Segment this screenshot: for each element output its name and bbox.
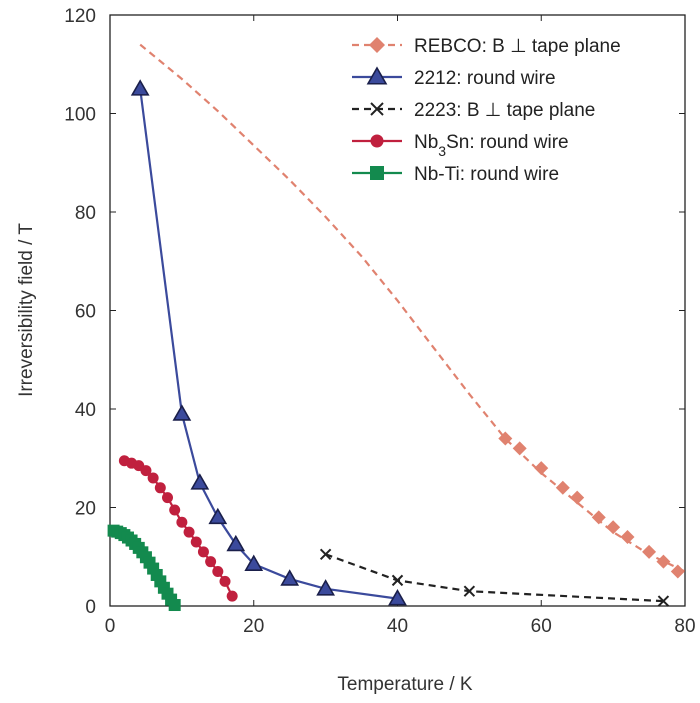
series-0 bbox=[139, 43, 686, 579]
data-point bbox=[606, 520, 621, 535]
data-point bbox=[190, 473, 210, 490]
data-point bbox=[591, 510, 606, 525]
data-point bbox=[226, 590, 238, 602]
series-2 bbox=[319, 548, 670, 607]
legend-item-4: Nb-Ti: round wire bbox=[352, 164, 559, 185]
legend-item-3: Nb3Sn: round wire bbox=[352, 132, 569, 159]
data-point bbox=[219, 575, 231, 587]
x-tick-label: 40 bbox=[387, 616, 408, 637]
data-point bbox=[244, 554, 264, 571]
data-point bbox=[162, 492, 173, 504]
data-point bbox=[656, 554, 671, 569]
data-point bbox=[388, 589, 407, 606]
data-point bbox=[366, 66, 388, 85]
legend-label: REBCO: B ⊥ tape plane bbox=[414, 36, 621, 57]
data-point bbox=[226, 534, 246, 552]
data-point bbox=[391, 574, 404, 587]
y-tick-label: 120 bbox=[64, 6, 96, 27]
data-point bbox=[369, 37, 385, 53]
y-tick-label: 100 bbox=[64, 105, 96, 126]
data-point bbox=[642, 544, 657, 559]
data-point bbox=[154, 482, 166, 494]
series-1 bbox=[130, 79, 407, 606]
data-point bbox=[670, 564, 685, 579]
plot-area bbox=[107, 43, 686, 612]
data-point bbox=[319, 548, 332, 560]
legend-label: 2212: round wire bbox=[414, 68, 556, 89]
axes: 0 20 40 60 80 0 20 40 60 80 100 120 bbox=[64, 6, 695, 637]
data-point bbox=[197, 546, 209, 558]
data-point bbox=[463, 585, 476, 597]
y-tick-label: 20 bbox=[75, 499, 96, 520]
x-tick-label: 0 bbox=[105, 616, 116, 637]
y-tick-label: 0 bbox=[85, 597, 96, 618]
data-point bbox=[620, 530, 635, 545]
legend-label: 2223: B ⊥ tape plane bbox=[414, 100, 595, 121]
data-point bbox=[512, 441, 527, 456]
data-point bbox=[168, 599, 181, 612]
data-point bbox=[208, 507, 228, 525]
series-line bbox=[325, 553, 664, 603]
data-point bbox=[183, 526, 195, 538]
data-point bbox=[280, 569, 300, 586]
legend-label: Nb-Ti: round wire bbox=[414, 164, 559, 185]
y-tick-label: 40 bbox=[75, 400, 96, 421]
legend: REBCO: B ⊥ tape plane 2212: round wire 222… bbox=[352, 36, 621, 185]
legend-label: Nb3Sn: round wire bbox=[414, 132, 569, 159]
series-line bbox=[139, 43, 686, 573]
x-axis-title: Temperature / K bbox=[337, 674, 472, 695]
x-tick-label: 60 bbox=[531, 616, 552, 637]
data-point bbox=[147, 472, 159, 484]
x-tick-label: 80 bbox=[674, 616, 695, 637]
y-tick-label: 60 bbox=[75, 302, 96, 323]
data-point bbox=[657, 595, 670, 607]
data-point bbox=[140, 465, 152, 477]
series-3 bbox=[118, 455, 238, 602]
y-tick-label: 80 bbox=[75, 203, 96, 224]
data-point bbox=[190, 536, 202, 548]
data-point bbox=[205, 556, 217, 568]
data-point bbox=[370, 166, 384, 180]
legend-item-0: REBCO: B ⊥ tape plane bbox=[352, 36, 621, 57]
legend-item-1: 2212: round wire bbox=[352, 66, 556, 89]
data-point bbox=[534, 461, 549, 476]
legend-item-2: 2223: B ⊥ tape plane bbox=[352, 100, 595, 121]
data-point bbox=[212, 566, 224, 578]
data-point bbox=[370, 134, 384, 148]
data-point bbox=[370, 102, 384, 116]
series-4 bbox=[107, 524, 181, 612]
data-point bbox=[172, 404, 192, 421]
data-point bbox=[169, 504, 181, 516]
x-tick-label: 20 bbox=[243, 616, 264, 637]
data-point bbox=[130, 79, 150, 96]
data-point bbox=[176, 516, 188, 528]
y-axis-title: Irreversibility field / T bbox=[16, 223, 37, 397]
data-point bbox=[555, 480, 570, 495]
data-point bbox=[316, 579, 336, 596]
data-point bbox=[498, 431, 513, 446]
data-point bbox=[570, 490, 585, 505]
